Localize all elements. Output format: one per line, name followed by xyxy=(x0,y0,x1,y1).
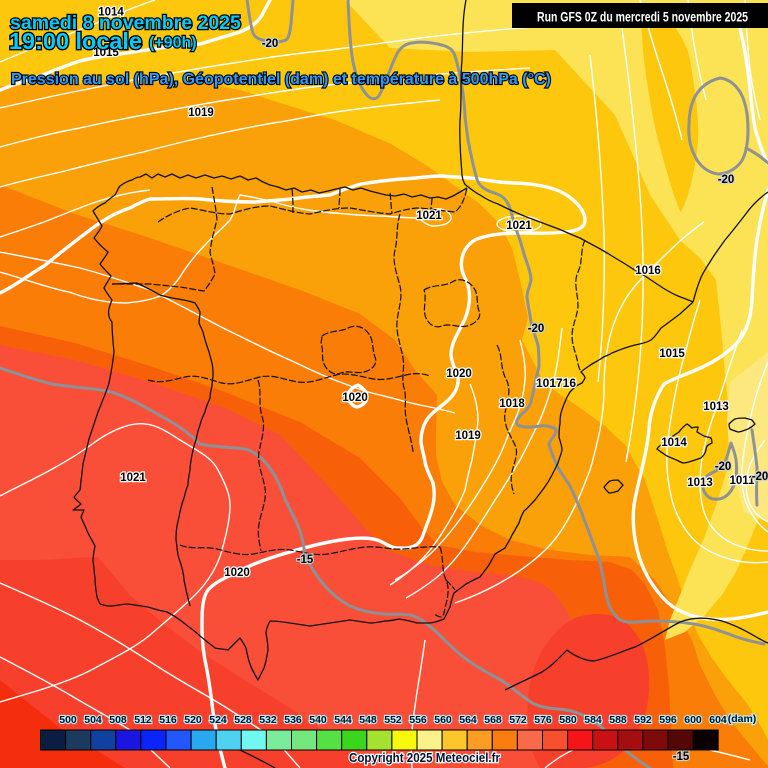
svg-text:1019: 1019 xyxy=(455,430,481,442)
svg-text:600: 600 xyxy=(684,714,702,726)
svg-text:1013: 1013 xyxy=(687,477,713,489)
svg-text:512: 512 xyxy=(134,714,152,726)
svg-text:552: 552 xyxy=(384,714,402,726)
svg-text:101716: 101716 xyxy=(536,378,576,390)
svg-text:540: 540 xyxy=(309,714,327,726)
svg-text:536: 536 xyxy=(284,714,302,726)
svg-text:1020: 1020 xyxy=(342,392,368,404)
svg-text:556: 556 xyxy=(409,714,427,726)
svg-text:500: 500 xyxy=(59,714,77,726)
svg-text:(dam): (dam) xyxy=(728,713,757,725)
svg-text:-20: -20 xyxy=(528,323,545,335)
svg-text:1014: 1014 xyxy=(661,437,687,449)
svg-text:(+90h): (+90h) xyxy=(149,35,197,52)
svg-text:1013: 1013 xyxy=(703,401,729,413)
svg-text:-20: -20 xyxy=(262,38,279,50)
svg-text:1021: 1021 xyxy=(120,472,146,484)
svg-text:548: 548 xyxy=(359,714,377,726)
svg-text:1015: 1015 xyxy=(93,47,119,59)
svg-text:564: 564 xyxy=(459,714,477,726)
svg-text:516: 516 xyxy=(159,714,177,726)
svg-text:580: 580 xyxy=(559,714,577,726)
svg-text:-20: -20 xyxy=(752,471,768,483)
svg-text:-20: -20 xyxy=(715,461,732,473)
svg-text:1015: 1015 xyxy=(659,348,685,360)
svg-text:1018: 1018 xyxy=(499,398,525,410)
svg-text:528: 528 xyxy=(234,714,252,726)
svg-text:524: 524 xyxy=(209,714,227,726)
svg-text:1020: 1020 xyxy=(224,567,250,579)
svg-text:508: 508 xyxy=(109,714,127,726)
svg-text:568: 568 xyxy=(484,714,502,726)
svg-text:604: 604 xyxy=(709,714,727,726)
svg-text:Run GFS 0Z du mercredi 5 novem: Run GFS 0Z du mercredi 5 novembre 2025 xyxy=(537,9,748,25)
svg-text:584: 584 xyxy=(584,714,602,726)
svg-text:1021: 1021 xyxy=(506,220,532,232)
svg-text:-15: -15 xyxy=(673,751,690,763)
svg-text:588: 588 xyxy=(609,714,627,726)
svg-text:532: 532 xyxy=(259,714,277,726)
svg-text:1014: 1014 xyxy=(98,7,124,19)
svg-text:520: 520 xyxy=(184,714,202,726)
svg-text:1021: 1021 xyxy=(416,210,442,222)
svg-text:576: 576 xyxy=(534,714,552,726)
svg-text:504: 504 xyxy=(84,714,102,726)
svg-text:1016: 1016 xyxy=(635,265,661,277)
svg-text:1020: 1020 xyxy=(446,368,472,380)
svg-text:1019: 1019 xyxy=(188,107,214,119)
svg-text:Copyright 2025 Meteociel.fr: Copyright 2025 Meteociel.fr xyxy=(349,750,500,765)
svg-text:572: 572 xyxy=(509,714,527,726)
svg-text:1011: 1011 xyxy=(730,475,756,487)
svg-text:samedi 8 novembre 2025: samedi 8 novembre 2025 xyxy=(10,12,241,34)
svg-text:-20: -20 xyxy=(718,174,735,186)
svg-text:Pression au sol (hPa), Géopote: Pression au sol (hPa), Géopotentiel (dam… xyxy=(11,71,551,88)
svg-text:-15: -15 xyxy=(297,554,314,566)
svg-text:19:00 locale: 19:00 locale xyxy=(9,28,142,54)
svg-text:544: 544 xyxy=(334,714,352,726)
svg-text:596: 596 xyxy=(659,714,677,726)
svg-text:560: 560 xyxy=(434,714,452,726)
svg-text:592: 592 xyxy=(634,714,652,726)
